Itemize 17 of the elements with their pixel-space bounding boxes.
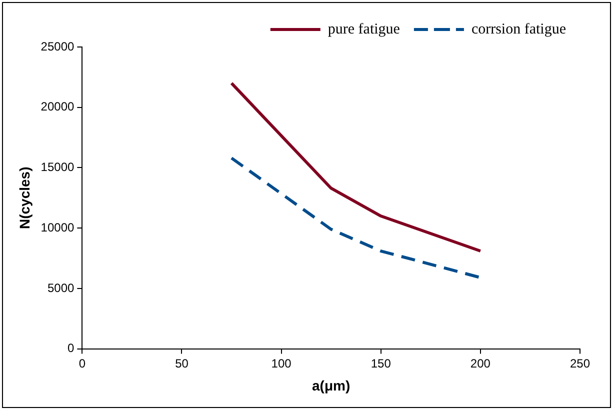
x-tick-label: 50 — [175, 356, 189, 370]
x-tick-label: 0 — [78, 356, 86, 370]
x-axis-title: a(μm) — [312, 377, 350, 394]
line-series — [230, 156, 482, 280]
y-tick-label: 10000 — [40, 220, 74, 234]
y-tick-label: 20000 — [40, 100, 74, 114]
y-tick-label: 0 — [67, 341, 74, 356]
y-tick-label: 15000 — [40, 160, 74, 174]
legend-label: pure fatigue — [328, 21, 400, 38]
legend-label: corrsion fatigue — [471, 21, 566, 38]
x-tick-label: 150 — [370, 356, 392, 370]
x-tick-label: 200 — [470, 356, 491, 370]
y-tick-label: 5000 — [47, 280, 74, 295]
y-axis-title: N(cycles) — [16, 166, 32, 230]
y-tick-label: 25000 — [40, 39, 74, 54]
x-tick-label: 100 — [271, 356, 292, 370]
x-tick-label: 250 — [570, 356, 590, 370]
